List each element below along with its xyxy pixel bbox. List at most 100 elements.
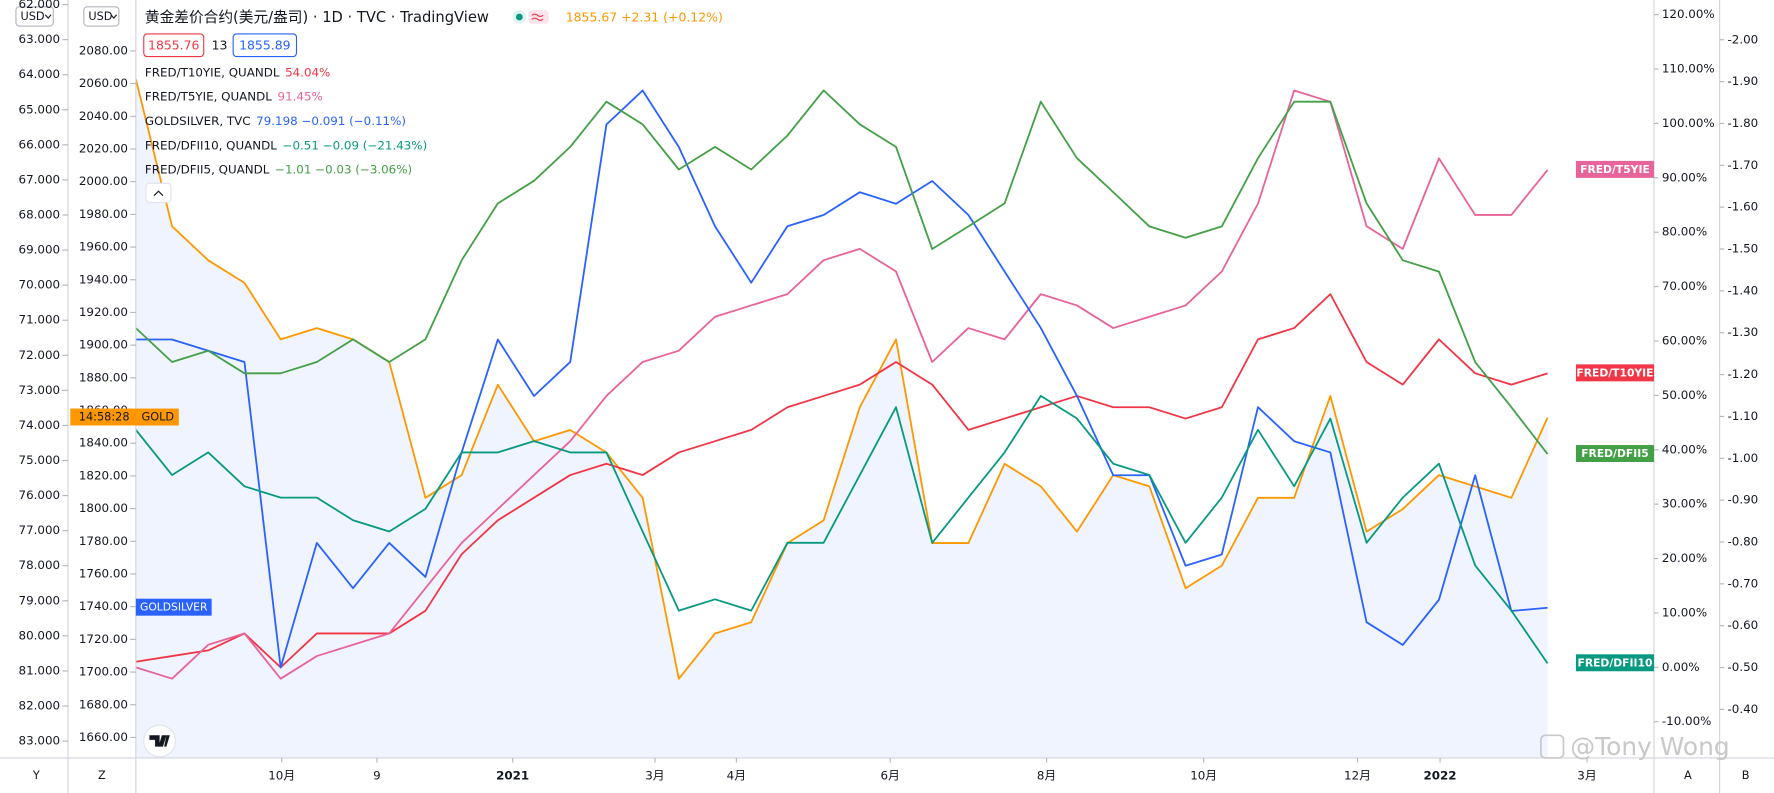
currency-dropdown[interactable] [15, 6, 54, 27]
x-tick-label: 8月 [1037, 769, 1056, 783]
y-tick-label: 1680.00 [79, 697, 128, 711]
area [135, 79, 1548, 758]
y-tick-label: -1.50 [1728, 242, 1759, 256]
y-tick-label: -0.80 [1728, 534, 1759, 548]
quote: 1855.67 +2.31 (+0.12%) [566, 10, 723, 25]
legend-entry: FRED/T5YIE, QUANDL 91.45% [145, 89, 323, 103]
y-tick-label: 2000.00 [79, 174, 128, 188]
x-tick-label: 10月 [268, 769, 295, 783]
ask: 1855.89 [239, 37, 291, 52]
axis-button[interactable]: B [1742, 769, 1750, 782]
series-line [135, 89, 1549, 455]
y-tick-label: 1800.00 [79, 501, 128, 515]
y-tick-label: 74.000 [19, 418, 61, 432]
y-tick-label: 1980.00 [79, 207, 128, 221]
y-tick-label: 79.000 [19, 593, 61, 607]
y-tick-label: 2020.00 [79, 141, 128, 155]
y-tick-label: 2040.00 [79, 109, 128, 123]
watermark-logo [1540, 734, 1565, 759]
y-tick-label: 65.000 [19, 102, 61, 116]
x-tick-label: 9 [373, 769, 381, 783]
status-icon [531, 13, 544, 21]
y-tick-label: 77.000 [19, 523, 61, 537]
y-tick-label: 72.000 [19, 348, 61, 362]
legend-entry: FRED/T10YIE, QUANDL 54.04% [145, 65, 330, 79]
price-tag [1575, 445, 1654, 463]
x-tick-label: 2022 [1424, 769, 1457, 783]
legend-value: 91.45% [278, 89, 323, 103]
legend-entry: GOLDSILVER, TVC 79.198 −0.091 (−0.11%) [145, 114, 406, 128]
legend-entry: FRED/DFII10, QUANDL −0.51 −0.09 (−21.43%) [145, 138, 427, 152]
axis-button[interactable]: Z [98, 769, 106, 782]
series-line [135, 89, 1548, 669]
price-tag [1575, 654, 1654, 672]
y-tick-label: 76.000 [19, 488, 61, 502]
y-tick-label: 120.00% [1662, 7, 1715, 21]
y-tick-label: -1.60 [1728, 200, 1759, 214]
y-tick-label: -0.70 [1728, 576, 1759, 590]
ask-box[interactable] [232, 33, 298, 58]
y-tick-label: 60.00% [1662, 334, 1707, 348]
y-tick-label: 75.000 [19, 453, 61, 467]
bid-box[interactable] [143, 33, 205, 58]
y-tick-label: 30.00% [1662, 497, 1707, 511]
y-tick-label: -0.90 [1728, 493, 1759, 507]
price-tag [1575, 364, 1654, 382]
y-tick-label: 0.00% [1662, 660, 1700, 674]
price-tag-label: GOLDSILVER [140, 601, 208, 614]
collapse-button[interactable] [145, 182, 172, 204]
bid: 1855.76 [148, 37, 200, 52]
y-tick-label: 81.000 [19, 663, 61, 677]
y-tick-label: 83.000 [19, 734, 61, 748]
y-tick-label: 68.000 [19, 207, 61, 221]
watermark: @Tony Wong [1570, 732, 1729, 761]
y-tick-label: 40.00% [1662, 442, 1707, 456]
y-tick-label: -1.70 [1728, 158, 1759, 172]
legend-entry: FRED/DFII5, QUANDL −1.01 −0.03 (−3.06%) [145, 162, 412, 176]
price-tag [1575, 160, 1654, 178]
y-tick-label: 20.00% [1662, 551, 1707, 565]
currency-dropdown[interactable] [83, 6, 120, 27]
x-tick-label: 2021 [496, 769, 529, 783]
y-tick-label: 1780.00 [79, 534, 128, 548]
series-line [135, 293, 1548, 669]
legend-name: FRED/T10YIE, QUANDL [145, 65, 280, 79]
y-tick-label: 80.000 [19, 628, 61, 642]
price-tag-label: FRED/DFII5 [1581, 447, 1648, 460]
y-tick-label: 90.00% [1662, 170, 1707, 184]
x-tick-label: 3月 [645, 769, 664, 783]
symbol-title: 黄金差价合约(美元/盎司) · 1D · TVC · TradingView [145, 9, 489, 26]
price-tag-label: GOLD [142, 411, 175, 424]
y-tick-label: 66.000 [19, 137, 61, 151]
y-tick-label: -1.40 [1728, 283, 1759, 297]
axis-button[interactable]: A [1684, 769, 1692, 782]
y-tick-label: 73.000 [19, 383, 61, 397]
x-tick-label: 3月 [1577, 769, 1596, 783]
series-line [135, 395, 1549, 664]
price-tag-label: FRED/T5YIE [1580, 163, 1650, 176]
y-tick-label: -1.80 [1728, 116, 1759, 130]
status-icon [528, 10, 549, 24]
y-tick-label: -0.40 [1728, 702, 1759, 716]
y-tick-label: -2.00 [1728, 32, 1759, 46]
legend-name: FRED/DFII5, QUANDL [145, 162, 270, 176]
chevron [44, 14, 52, 19]
y-tick-label: 50.00% [1662, 388, 1707, 402]
chevron [110, 14, 118, 19]
legend-value: −1.01 −0.03 (−3.06%) [275, 162, 412, 176]
y-tick-label: -10.00% [1662, 714, 1712, 728]
y-tick-label: 62.000 [19, 0, 61, 11]
y-tick-label: -1.90 [1728, 74, 1759, 88]
tv-logo [143, 724, 177, 758]
x-tick-label: 12月 [1344, 769, 1371, 783]
spread: 13 [212, 37, 228, 52]
status-icon [515, 13, 523, 21]
legend-name: GOLDSILVER, TVC [145, 114, 251, 128]
y-tick-label: 1840.00 [79, 436, 128, 450]
x-tick-label: 6月 [881, 769, 900, 783]
y-tick-label: 80.00% [1662, 225, 1707, 239]
axis-button[interactable]: Y [32, 769, 40, 782]
y-tick-label: 1720.00 [79, 632, 128, 646]
